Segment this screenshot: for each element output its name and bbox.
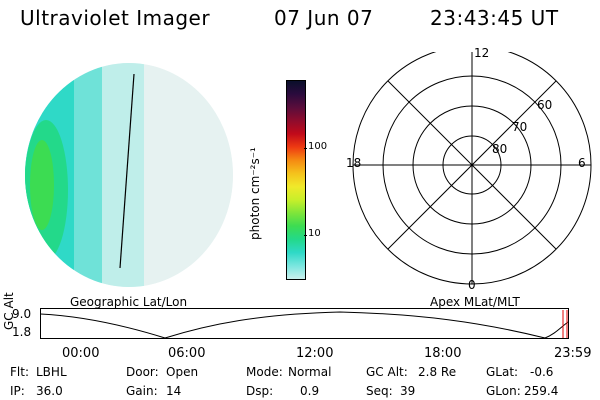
gain-value: 14	[166, 384, 182, 398]
mlat-label-60: 60	[537, 98, 553, 112]
apex-polar-plot	[352, 52, 592, 285]
mlt-label-0: 0	[468, 278, 476, 292]
geographic-grid-label: Geographic Lat/Lon	[70, 295, 188, 309]
mode-label: Mode:	[246, 365, 283, 379]
altitude-plot	[40, 308, 569, 339]
altitude-ytick-9: 9.0	[12, 307, 32, 321]
seq-value: 39	[400, 384, 416, 398]
glat-label: GLat:	[486, 365, 519, 379]
mlt-label-6: 6	[578, 156, 586, 170]
time-tick-1200: 12:00	[296, 346, 334, 361]
gcalt-label: GC Alt:	[366, 365, 408, 379]
gain-label: Gain:	[126, 384, 158, 398]
time-tick-1800: 18:00	[424, 346, 462, 361]
time-tick-0600: 06:00	[168, 346, 206, 361]
time-tick-0000: 00:00	[62, 346, 100, 361]
flt-label: Flt:	[10, 365, 29, 379]
glat-value: -0.6	[530, 365, 554, 379]
flt-value: LBHL	[36, 365, 67, 379]
altitude-ytick-1.8: 1.8	[12, 325, 32, 339]
seq-label: Seq:	[366, 384, 393, 398]
apex-grid-label: Apex MLat/MLT	[430, 295, 520, 309]
mode-value: Normal	[288, 365, 332, 379]
gcalt-value: 2.8 Re	[418, 365, 457, 379]
mlat-label-70: 70	[512, 120, 528, 134]
colorbar	[286, 80, 306, 280]
mlat-label-80: 80	[492, 142, 508, 156]
ip-value: 36.0	[36, 384, 63, 398]
app-title: Ultraviolet Imager	[20, 6, 211, 30]
colorbar-tick-100: 100	[303, 141, 328, 152]
time-tick-2359: 23:59	[554, 346, 592, 361]
image-date: 07 Jun 07	[274, 6, 374, 30]
ip-label: IP:	[10, 384, 25, 398]
mlt-label-12: 12	[474, 46, 490, 60]
colorbar-tick-10: 10	[304, 228, 321, 239]
door-label: Door:	[126, 365, 159, 379]
glon-value: 259.4	[524, 384, 559, 398]
door-value: Open	[166, 365, 199, 379]
dsp-value: 0.9	[300, 384, 320, 398]
glon-label: GLon:	[486, 384, 521, 398]
image-time: 23:43:45 UT	[430, 6, 559, 30]
colorbar-unit-label: photon cm⁻²s⁻¹	[248, 147, 262, 240]
mlt-label-18: 18	[346, 156, 362, 170]
earth-uv-image	[25, 63, 233, 287]
dsp-label: Dsp:	[246, 384, 274, 398]
terminator-line	[119, 73, 135, 269]
